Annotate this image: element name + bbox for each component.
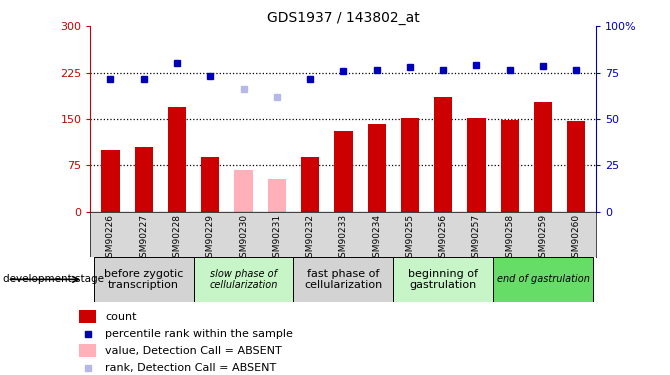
Text: count: count (105, 312, 137, 322)
Bar (234, 170, 253, 212)
Text: fast phase of
cellularization: fast phase of cellularization (304, 268, 383, 290)
Bar (267, 179, 286, 212)
Bar (293, 257, 393, 302)
Bar (135, 147, 153, 212)
Text: GSM90229: GSM90229 (206, 214, 215, 263)
Text: value, Detection Call = ABSENT: value, Detection Call = ABSENT (105, 346, 282, 356)
Text: rank, Detection Call = ABSENT: rank, Detection Call = ABSENT (105, 363, 277, 373)
Bar (493, 257, 593, 302)
Text: GSM90228: GSM90228 (172, 214, 182, 263)
Text: GSM90234: GSM90234 (372, 214, 381, 263)
Text: GSM90257: GSM90257 (472, 214, 481, 263)
Text: GSM90226: GSM90226 (106, 214, 115, 263)
Text: beginning of
gastrulation: beginning of gastrulation (408, 268, 478, 290)
Text: GSM90227: GSM90227 (139, 214, 148, 263)
Bar (194, 257, 293, 302)
Text: before zygotic
transcription: before zygotic transcription (104, 268, 184, 290)
Text: GSM90259: GSM90259 (539, 214, 547, 263)
Bar (401, 118, 419, 212)
Text: GSM90256: GSM90256 (439, 214, 448, 263)
Title: GDS1937 / 143802_at: GDS1937 / 143802_at (267, 11, 419, 25)
Bar (168, 106, 186, 212)
Text: percentile rank within the sample: percentile rank within the sample (105, 328, 293, 339)
Text: end of gastrulation: end of gastrulation (496, 274, 590, 284)
Bar (368, 124, 386, 212)
Bar (468, 118, 486, 212)
Text: GSM90231: GSM90231 (272, 214, 281, 263)
Bar (393, 257, 493, 302)
Text: slow phase of
cellularization: slow phase of cellularization (209, 268, 278, 290)
Bar (567, 121, 586, 212)
Text: GSM90230: GSM90230 (239, 214, 248, 263)
Bar (334, 132, 352, 212)
Text: GSM90233: GSM90233 (339, 214, 348, 263)
Text: GSM90255: GSM90255 (405, 214, 415, 263)
Bar (101, 150, 119, 212)
Bar (301, 158, 319, 212)
Text: GSM90258: GSM90258 (505, 214, 515, 263)
Bar (500, 120, 519, 212)
Text: development stage: development stage (3, 274, 105, 284)
Bar (534, 102, 552, 212)
Bar (434, 98, 452, 212)
Bar (94, 257, 194, 302)
Bar (79, 310, 96, 323)
Bar (79, 344, 96, 357)
Text: GSM90260: GSM90260 (572, 214, 581, 263)
Text: GSM90232: GSM90232 (306, 214, 315, 263)
Bar (201, 158, 219, 212)
